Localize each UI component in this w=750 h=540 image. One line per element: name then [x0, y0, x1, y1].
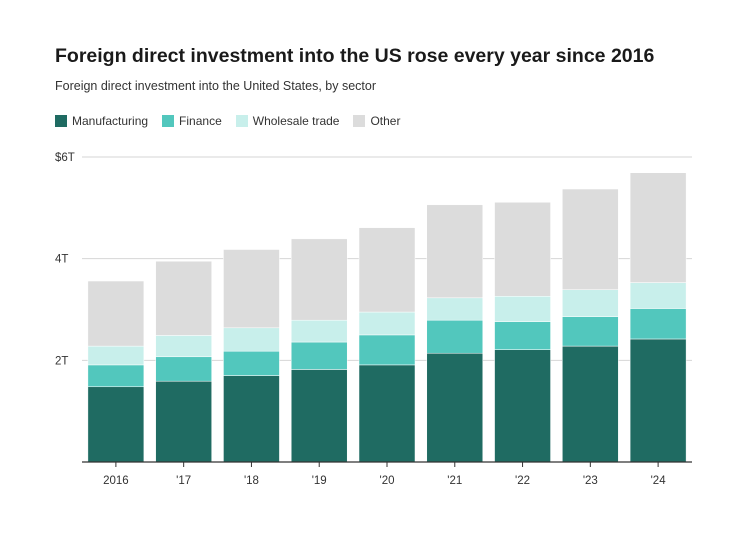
bar-segment-other [426, 204, 484, 299]
legend-label: Finance [179, 114, 222, 128]
legend-label: Manufacturing [72, 114, 149, 128]
x-tick-label: '19 [312, 475, 327, 487]
legend-swatch [353, 115, 366, 127]
x-tick-label: '24 [651, 475, 667, 487]
bar-segment-other [155, 260, 212, 336]
bar-segment-manufacturing [223, 375, 280, 463]
bar-segment-wholesale-trade [290, 319, 348, 343]
bar-segment-other [562, 188, 619, 290]
legend-swatch [55, 115, 67, 127]
bar-segment-manufacturing [155, 380, 212, 463]
y-tick-label: $6T [55, 152, 75, 164]
bar-segment-finance [562, 316, 619, 347]
bar-segment-wholesale-trade [629, 282, 687, 309]
bar-segment-finance [87, 364, 145, 388]
legend-label: Wholesale trade [252, 114, 340, 128]
bar-segment-other [494, 201, 551, 297]
bar-segment-manufacturing [358, 364, 416, 463]
legend-swatch [235, 115, 248, 127]
bar-segment-other [358, 227, 416, 313]
legend-item: Finance [162, 114, 222, 128]
bar-segment-wholesale-trade [358, 311, 416, 336]
legend: Manufacturing Finance Wholesale trade Other [55, 114, 745, 128]
legend-swatch [162, 115, 175, 127]
bar-segment-other [87, 280, 145, 347]
legend-item: Other [353, 114, 400, 128]
bar-segment-wholesale-trade [426, 297, 484, 321]
bar-segment-finance [629, 308, 687, 340]
bar-segment-other [290, 238, 348, 321]
x-tick-label: 2016 [103, 475, 129, 487]
bar-segment-wholesale-trade [223, 327, 280, 352]
x-tick-label: '23 [583, 475, 598, 487]
bar-segment-manufacturing [629, 338, 687, 463]
bar-segment-finance [426, 319, 484, 354]
bar-segment-manufacturing [426, 352, 484, 463]
bar-segment-other [223, 249, 280, 329]
bar-segment-finance [290, 341, 348, 370]
bar-segment-finance [358, 334, 416, 366]
bar-segment-wholesale-trade [494, 296, 551, 322]
legend-label: Other [370, 114, 401, 128]
x-tick-label: '20 [380, 475, 395, 487]
bar-segment-finance [494, 321, 551, 350]
chart-title: Foreign direct investment into the US ro… [55, 45, 655, 67]
bar-segment-wholesale-trade [155, 335, 212, 358]
x-tick-label: '17 [176, 475, 191, 487]
y-tick-label: 4T [55, 254, 68, 266]
legend-item: Manufacturing [55, 114, 148, 128]
bar-segment-other [629, 172, 687, 283]
bar-segment-manufacturing [87, 386, 145, 463]
y-tick-label: 2T [55, 355, 68, 367]
bar-segment-wholesale-trade [87, 345, 145, 366]
x-tick-label: '18 [244, 475, 259, 487]
bar-segment-manufacturing [494, 349, 551, 463]
bar-segment-finance [155, 356, 212, 382]
legend-item: Wholesale trade [235, 114, 340, 128]
bar-segment-manufacturing [290, 369, 348, 463]
bar-segment-finance [223, 350, 280, 376]
chart-header: Foreign direct investment into the US ro… [55, 44, 745, 128]
bar-segment-manufacturing [562, 345, 619, 463]
chart-subtitle: Foreign direct investment into the Unite… [55, 79, 376, 93]
x-tick-label: '22 [515, 475, 530, 487]
bar-segment-wholesale-trade [562, 289, 619, 317]
x-tick-label: '21 [447, 475, 462, 487]
